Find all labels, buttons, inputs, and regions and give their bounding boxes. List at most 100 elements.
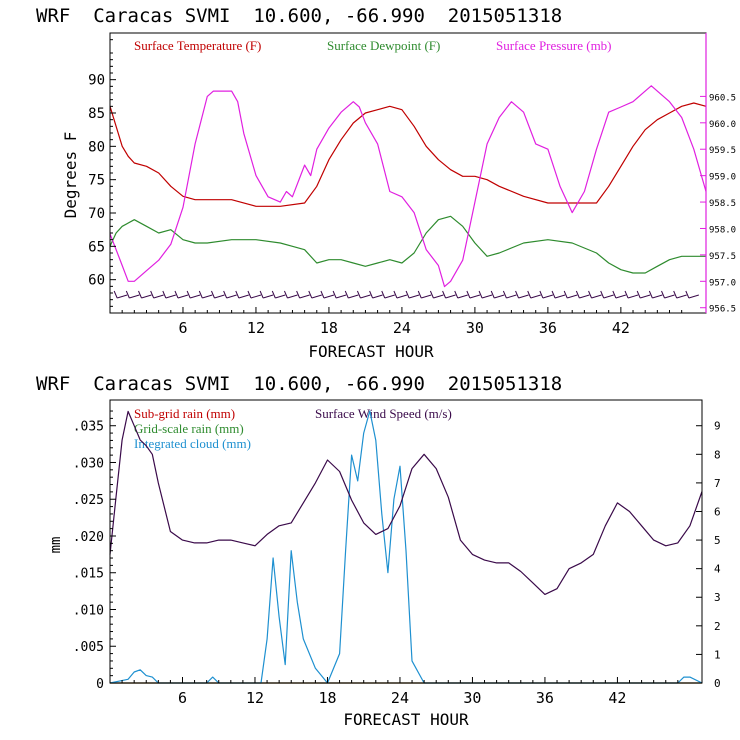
- wind-barb-flag: [125, 290, 130, 299]
- wind-barb-flag: [490, 290, 495, 299]
- surface-temperature-line: [109, 102, 707, 207]
- wind-barb-flag: [478, 290, 483, 299]
- y-tick-label: 75: [88, 173, 105, 189]
- integrated-cloud-line: [109, 410, 703, 684]
- wind-barb-flag: [454, 290, 459, 299]
- y-right-tick-label: 6: [714, 505, 721, 518]
- x-tick-label: 24: [393, 319, 411, 337]
- y-right-tick-label: 8: [714, 448, 721, 461]
- x-tick-label: 36: [539, 319, 557, 337]
- wind-barb-flag: [369, 290, 374, 299]
- surface-wind-speed-line: [109, 410, 703, 596]
- wind-barb-flag: [466, 290, 471, 299]
- y-tick-label: .025: [73, 493, 104, 508]
- bottom-series-group: [109, 410, 703, 684]
- y-tick-label: 70: [88, 206, 105, 222]
- wind-barb: [445, 294, 456, 299]
- y-tick-label: 65: [88, 239, 105, 255]
- wind-barb: [226, 294, 237, 299]
- wind-barb: [567, 294, 578, 299]
- wind-barb: [153, 294, 164, 299]
- rain-wind-panel: WRF Caracas SVMI 10.600, -66.990 2015051…: [36, 373, 721, 729]
- top-series-group: [109, 85, 707, 288]
- wind-barb: [457, 294, 468, 299]
- y-right-tick-label: 958.0: [709, 225, 736, 235]
- wind-barb: [250, 294, 262, 299]
- legend-subgrid-rain: Sub-grid rain (mm): [134, 406, 235, 421]
- wind-barb-flag: [551, 290, 556, 299]
- wind-barb-flag: [673, 290, 678, 299]
- wind-barb: [189, 294, 201, 299]
- wind-barb: [408, 294, 420, 299]
- y-right-tick-label: 956.5: [709, 305, 736, 315]
- x-tick-label: 42: [612, 319, 630, 337]
- wind-barb: [530, 294, 541, 299]
- wind-barb: [323, 294, 335, 299]
- wind-barb-flag: [393, 290, 398, 299]
- wind-barbs: [113, 290, 699, 299]
- y-right-tick-label: 1: [714, 648, 721, 661]
- wind-barb-flag: [563, 290, 568, 299]
- wind-barb-flag: [344, 290, 349, 299]
- bottom-axis-ticks: 6 12 18 24 30 36 42.035.030.025.020.015.010.00…: [73, 410, 721, 707]
- wind-barb: [384, 294, 395, 299]
- wind-barb-flag: [417, 290, 422, 299]
- wind-barb-flag: [429, 290, 434, 299]
- wind-barb: [129, 294, 140, 299]
- wind-barb: [640, 294, 651, 299]
- legend-surface-wind-speed: Surface Wind Speed (m/s): [315, 406, 452, 421]
- wind-barb: [372, 294, 383, 299]
- temperature-pressure-panel: WRF Caracas SVMI 10.600, -66.990 2015051…: [36, 5, 736, 361]
- wind-barb: [615, 294, 627, 299]
- wind-barb: [299, 294, 310, 299]
- x-tick-label: 6: [178, 689, 187, 707]
- wind-barb-flag: [685, 290, 690, 299]
- x-tick-label: 18: [318, 689, 336, 707]
- top-axis-ticks: 6 12 18 24 30 36 42 60 65 70 75 80 85 90 956.5 957.0 957…: [88, 39, 736, 337]
- top-legend: Surface Temperature (F) Surface Dewpoint…: [134, 38, 612, 53]
- y-tick-label: .030: [73, 456, 104, 471]
- wind-barb-flag: [588, 290, 592, 299]
- wind-barb-flag: [661, 290, 665, 299]
- wind-barb: [676, 294, 687, 299]
- legend-surface-pressure: Surface Pressure (mb): [496, 38, 612, 53]
- wind-barb-flag: [600, 290, 605, 299]
- x-tick-label: 6: [178, 319, 187, 337]
- wind-barb: [506, 294, 517, 299]
- y-right-tick-label: 0: [714, 677, 721, 690]
- wind-barb: [117, 294, 128, 299]
- bottom-x-axis-label: FORECAST HOUR: [343, 710, 469, 729]
- wind-barb: [554, 294, 566, 299]
- y-tick-label: 80: [88, 139, 105, 155]
- wind-barb: [202, 294, 213, 299]
- legend-integrated-cloud: Integrated cloud (mm): [134, 436, 251, 451]
- wind-barb-flag: [320, 290, 325, 299]
- wind-barb-flag: [502, 290, 507, 299]
- y-tick-label: .010: [73, 603, 104, 618]
- top-chart-title: WRF Caracas SVMI 10.600, -66.990 2015051…: [36, 5, 562, 27]
- wind-barb: [664, 294, 675, 299]
- x-tick-label: 12: [246, 689, 264, 707]
- wind-barb: [287, 294, 298, 299]
- wind-barb: [579, 294, 590, 299]
- y-tick-label: 90: [88, 73, 105, 89]
- bottom-y-axis-label: mm: [48, 537, 64, 554]
- wind-barb: [360, 294, 371, 299]
- wind-barb-flag: [442, 290, 447, 299]
- wind-barb-flag: [223, 290, 228, 299]
- wind-barb-flag: [247, 290, 252, 299]
- wind-barb-flag: [174, 290, 179, 299]
- y-tick-label: .020: [73, 530, 104, 545]
- y-right-tick-label: 4: [714, 563, 721, 576]
- wind-barb-flag: [138, 290, 142, 299]
- wind-barb-flag: [162, 290, 167, 299]
- y-right-tick-label: 7: [714, 477, 721, 490]
- wind-barb-flag: [150, 290, 155, 299]
- y-tick-label: .035: [73, 420, 104, 435]
- wind-barb: [348, 294, 359, 299]
- wind-barb-flag: [308, 290, 313, 299]
- wind-barb: [214, 294, 225, 299]
- wind-barb: [177, 294, 189, 299]
- x-tick-label: 24: [391, 689, 409, 707]
- x-tick-label: 18: [320, 319, 338, 337]
